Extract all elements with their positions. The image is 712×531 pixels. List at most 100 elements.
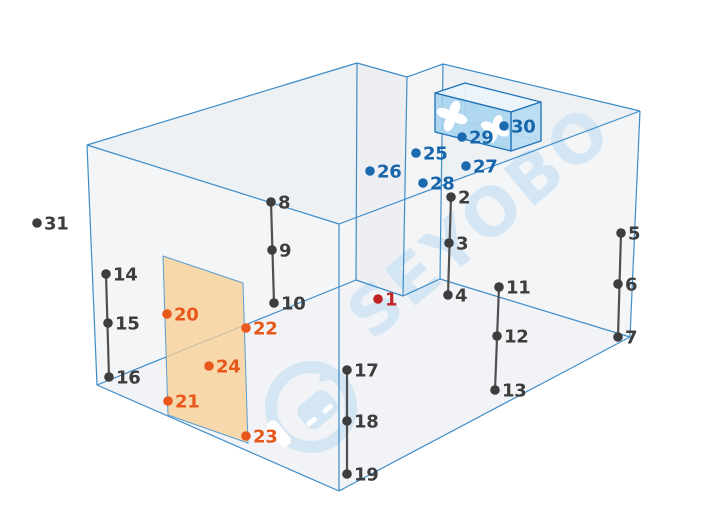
edge-F-G [338,336,631,492]
point-label-13: 13 [502,381,526,402]
point-dot-25 [411,148,421,158]
point-dot-7 [613,332,623,342]
watermark-robot-eye-right [322,403,333,414]
edge-B-C [356,62,408,78]
point-dot-9 [267,245,277,255]
edge-Bf-Cf [355,279,404,297]
point-dot-11 [494,282,504,292]
point-label-10: 10 [281,294,305,315]
point-label-17: 17 [354,361,378,382]
fan-hub [448,112,456,120]
room-structure-lines [86,62,641,492]
edge-Df-F [439,278,631,338]
ac-unit-box [434,82,542,152]
watermark-robot-eye-left [306,416,317,427]
point-label-19: 19 [354,465,378,486]
point-dot-10 [269,298,279,308]
edge-C-Cf [402,76,408,297]
point-dot-29 [457,132,467,142]
edge-Cf-Df [402,278,441,297]
point-label-20: 20 [174,305,198,326]
point-dot-15 [103,318,113,328]
edge-A-B [86,62,358,146]
point-label-27: 27 [473,157,497,178]
point-label-4: 4 [455,286,467,307]
point-label-1: 1 [385,290,397,311]
point-dot-2 [446,192,456,202]
ac-fan-icon-2 [480,114,510,144]
point-dot-20 [162,309,172,319]
edge-C-D [406,63,444,78]
fan-blade [436,107,453,119]
point-label-5: 5 [628,224,640,245]
watermark-robot-head [297,389,338,430]
watermark-robot-antenna [319,369,335,382]
watermark-ring-gap [266,420,292,447]
point-label-2: 2 [458,188,470,209]
point-label-21: 21 [175,392,199,413]
point-label-18: 18 [354,412,378,433]
point-label-24: 24 [216,357,240,378]
edge-B-Bf [355,62,358,281]
point-label-25: 25 [423,144,447,165]
point-dot-12 [492,331,502,341]
point-dot-21 [163,396,173,406]
point-label-28: 28 [430,174,454,195]
edge-D-E [442,63,641,112]
point-label-11: 11 [506,278,530,299]
point-dot-31 [32,218,42,228]
edge-E-F [629,110,641,338]
point-label-23: 23 [253,427,277,448]
ac-fan-icon-1 [436,100,468,132]
point-label-9: 9 [279,241,291,262]
point-dot-13 [490,385,500,395]
point-dot-4 [443,290,453,300]
point-label-6: 6 [625,275,637,296]
point-dot-30 [499,121,509,131]
point-label-7: 7 [625,328,637,349]
fan-blade [449,100,461,117]
point-label-31: 31 [44,214,68,235]
fan-blade [451,113,468,125]
fan-blade [480,121,496,132]
point-dot-22 [241,323,251,333]
point-dot-24 [204,361,214,371]
point-dot-28 [418,178,428,188]
point-label-12: 12 [504,327,528,348]
point-dot-6 [613,279,623,289]
point-dot-1 [373,294,383,304]
column-left-face [356,63,407,296]
point-label-22: 22 [253,319,277,340]
point-dot-8 [266,197,276,207]
point-dot-19 [342,469,352,479]
edge-FT-E [338,110,641,225]
fan-hub [491,125,499,133]
point-dot-14 [101,269,111,279]
point-label-16: 16 [116,368,140,389]
point-label-26: 26 [377,162,401,183]
point-dot-5 [616,228,626,238]
point-dot-26 [365,166,375,176]
edge-H-A [86,144,98,386]
point-dot-23 [241,431,251,441]
edge-A-FT [86,144,340,225]
point-label-30: 30 [511,117,535,138]
point-label-3: 3 [456,234,468,255]
point-dot-17 [342,365,352,375]
point-dot-27 [461,161,471,171]
point-label-8: 8 [278,193,290,214]
point-dot-18 [342,416,352,426]
point-label-14: 14 [113,265,137,286]
point-label-29: 29 [469,128,493,149]
watermark-robot-ring [265,361,357,453]
fan-blade [487,128,498,144]
edge-G-H [96,384,340,492]
point-dot-3 [444,238,454,248]
fan-blade [443,115,455,132]
point-dot-16 [104,372,114,382]
point-label-15: 15 [115,314,139,335]
door-panel [162,255,249,444]
